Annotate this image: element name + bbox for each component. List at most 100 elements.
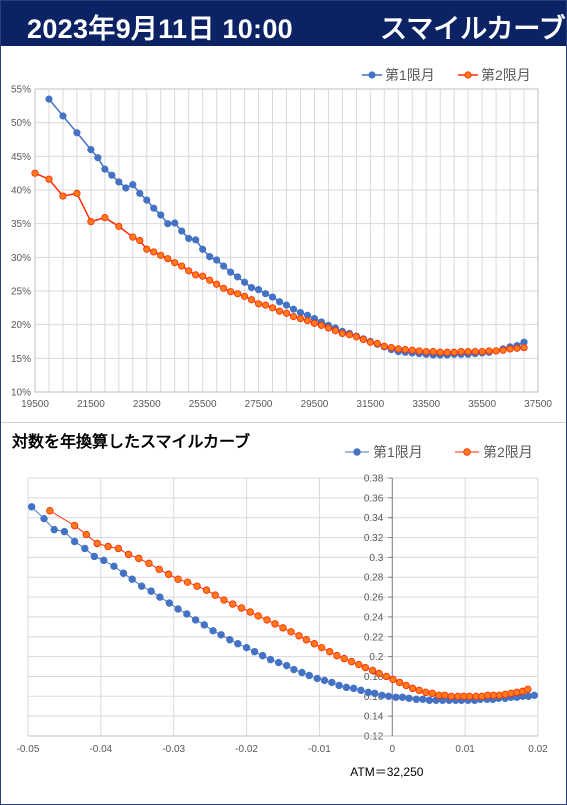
legend-label-2: 第2限月 bbox=[481, 67, 531, 83]
plot-area-border bbox=[34, 88, 539, 393]
data-point bbox=[499, 346, 507, 354]
log-annualized-smile-chart: -0.05 -0.04 -0.03 -0.02 -0.01 0 0.01 0.02 0.12 0.… bbox=[17, 444, 549, 779]
x-tick-label: 23500 bbox=[133, 399, 161, 410]
data-point bbox=[441, 691, 449, 700]
data-point bbox=[237, 604, 246, 612]
data-point bbox=[217, 631, 225, 639]
data-point bbox=[227, 288, 235, 296]
data-point bbox=[347, 657, 356, 666]
atm-annotation: ATM＝32,250 bbox=[350, 765, 423, 779]
data-point bbox=[254, 612, 262, 620]
data-point bbox=[258, 651, 267, 660]
x-tick-label: -0.05 bbox=[17, 744, 40, 755]
data-point bbox=[192, 271, 200, 279]
data-point bbox=[506, 345, 514, 353]
data-point bbox=[206, 276, 214, 284]
data-point bbox=[70, 521, 79, 530]
data-point bbox=[513, 344, 521, 352]
data-point bbox=[261, 290, 270, 298]
data-point bbox=[45, 175, 53, 183]
data-point bbox=[100, 556, 108, 565]
data-point bbox=[199, 272, 207, 280]
data-point bbox=[352, 333, 360, 341]
data-point bbox=[357, 686, 365, 695]
data-point bbox=[520, 343, 528, 352]
data-point bbox=[384, 692, 393, 701]
data-point bbox=[405, 694, 413, 702]
data-point bbox=[242, 643, 251, 652]
data-point bbox=[87, 146, 95, 154]
data-point bbox=[220, 284, 228, 292]
data-point bbox=[282, 301, 291, 309]
data-point bbox=[155, 565, 163, 573]
data-point bbox=[156, 593, 164, 601]
y-tick-label: 0.28 bbox=[364, 573, 384, 584]
data-point bbox=[324, 324, 333, 332]
data-point bbox=[234, 640, 242, 648]
x-tick-label: 37500 bbox=[524, 399, 552, 410]
data-point bbox=[310, 319, 319, 327]
series-line-1 bbox=[31, 506, 535, 701]
data-point bbox=[143, 245, 151, 253]
series-line-2 bbox=[34, 172, 525, 354]
smile-curve-chart: 10% 15% 20% 25% 30% 35% 40% 45% 50% 55% 19500 21500… bbox=[11, 67, 552, 410]
data-point bbox=[110, 562, 118, 571]
data-point bbox=[45, 95, 53, 103]
y-tick-label: 0.24 bbox=[364, 612, 384, 623]
data-point bbox=[530, 691, 539, 700]
data-point bbox=[464, 347, 472, 356]
data-point bbox=[199, 245, 207, 253]
y-tick-label: 0.32 bbox=[364, 533, 384, 544]
legend-marker-1 bbox=[353, 448, 361, 456]
data-point bbox=[209, 627, 217, 635]
data-point bbox=[331, 327, 340, 335]
data-point bbox=[164, 255, 172, 263]
data-point bbox=[247, 284, 256, 292]
data-point bbox=[282, 309, 291, 317]
data-point bbox=[303, 317, 312, 325]
data-point bbox=[90, 552, 98, 561]
x-tick-label: -0.01 bbox=[308, 744, 331, 755]
y-tick-label: 50% bbox=[11, 118, 31, 129]
data-point bbox=[226, 636, 234, 644]
data-point bbox=[392, 693, 400, 701]
x-tick-label: 25500 bbox=[189, 399, 217, 410]
data-point bbox=[147, 587, 155, 595]
y-tick-label: 25% bbox=[11, 287, 31, 298]
data-point bbox=[46, 507, 54, 515]
data-point bbox=[137, 582, 146, 590]
data-point bbox=[250, 647, 259, 656]
data-point bbox=[183, 610, 191, 618]
legend-label-2: 第2限月 bbox=[483, 444, 533, 460]
y-tick-label: 15% bbox=[11, 354, 31, 365]
data-point bbox=[485, 347, 493, 355]
data-point bbox=[115, 222, 123, 230]
x-tick-label: 31500 bbox=[356, 399, 384, 410]
data-point bbox=[81, 544, 89, 553]
y-tick-label: 0.38 bbox=[364, 474, 384, 485]
data-point bbox=[185, 267, 193, 275]
data-point bbox=[50, 525, 58, 534]
data-point bbox=[268, 304, 277, 312]
data-point bbox=[266, 655, 275, 664]
x-tick-label: 33500 bbox=[412, 399, 440, 410]
data-point bbox=[157, 211, 165, 219]
data-point bbox=[233, 273, 242, 281]
y-tick-label: 0.12 bbox=[364, 732, 384, 743]
data-point bbox=[59, 192, 67, 200]
data-point bbox=[240, 278, 249, 286]
x-tick-label: 27500 bbox=[245, 399, 273, 410]
data-point bbox=[145, 559, 153, 568]
data-point bbox=[412, 695, 421, 703]
data-point bbox=[261, 301, 270, 309]
x-tick-label: 0.02 bbox=[528, 744, 548, 755]
data-point bbox=[373, 339, 381, 348]
data-point bbox=[359, 335, 367, 344]
header-title: スマイルカーブ bbox=[380, 14, 566, 44]
data-point bbox=[436, 348, 444, 356]
data-point bbox=[457, 347, 465, 356]
data-point bbox=[389, 675, 397, 684]
data-point bbox=[317, 643, 326, 652]
data-point bbox=[378, 691, 386, 700]
y-tick-label: 45% bbox=[11, 152, 31, 163]
